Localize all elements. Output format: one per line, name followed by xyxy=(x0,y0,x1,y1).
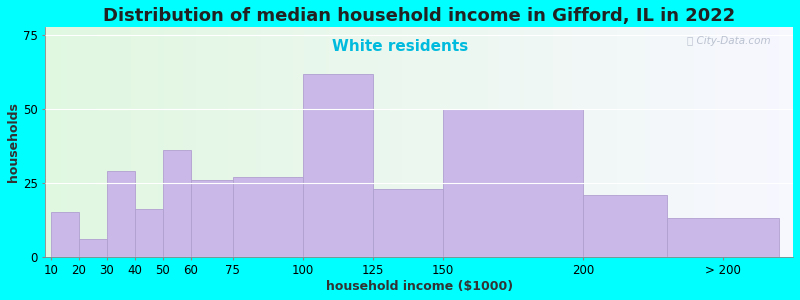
Bar xyxy=(135,209,163,256)
X-axis label: household income ($1000): household income ($1000) xyxy=(326,280,513,293)
Bar xyxy=(79,239,107,256)
Title: Distribution of median household income in Gifford, IL in 2022: Distribution of median household income … xyxy=(103,7,735,25)
Y-axis label: households: households xyxy=(7,102,20,182)
Bar xyxy=(107,171,135,256)
Bar xyxy=(233,177,303,256)
Bar xyxy=(443,109,583,256)
Text: White residents: White residents xyxy=(332,39,468,54)
Bar xyxy=(163,150,191,256)
Bar xyxy=(51,212,79,256)
Bar xyxy=(667,218,779,256)
Bar xyxy=(303,74,373,256)
Bar xyxy=(191,180,233,256)
Text: ⓘ City-Data.com: ⓘ City-Data.com xyxy=(687,36,770,46)
Bar xyxy=(373,189,443,256)
Bar xyxy=(583,195,667,256)
